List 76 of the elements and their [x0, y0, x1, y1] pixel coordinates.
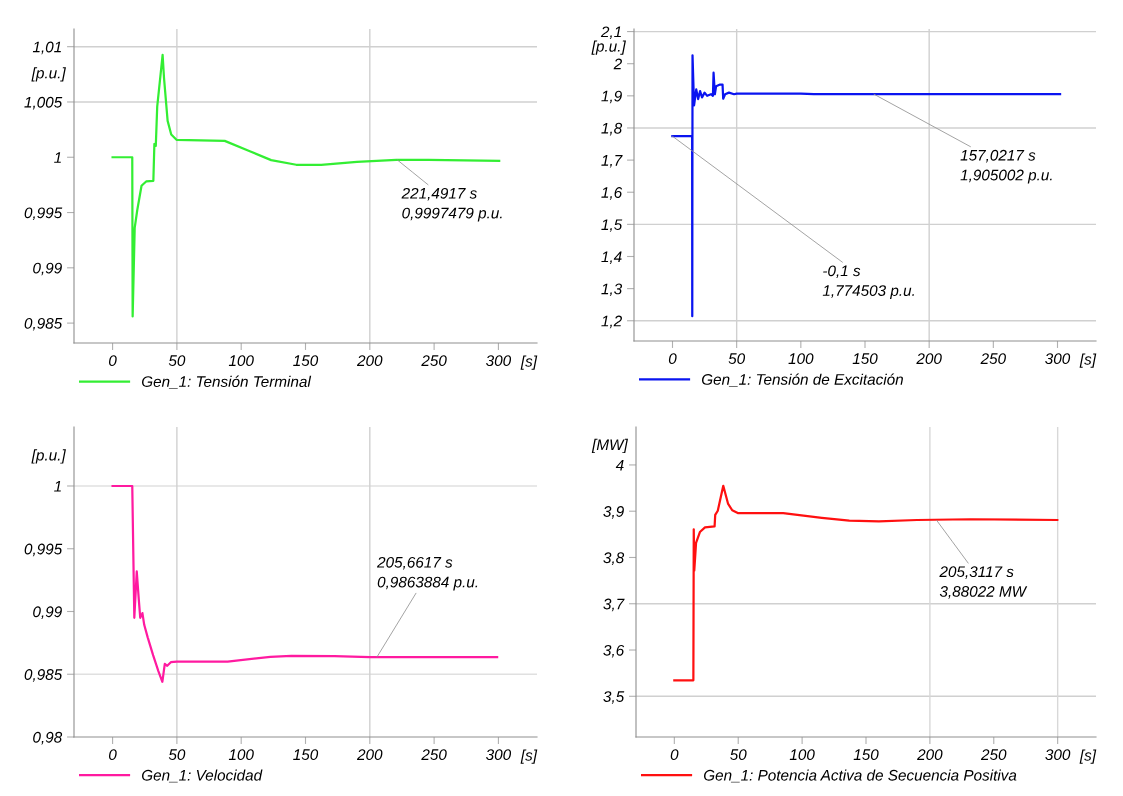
- annotation: 157,0217 s 1,905002 p.u.: [960, 149, 1052, 184]
- x-axis-title: [s]: [520, 355, 538, 370]
- x-tick-label: 250: [980, 749, 1007, 761]
- y-tick-label: 1,9: [601, 90, 622, 104]
- legend-label: Gen_1: Tensión de Excitación: [701, 373, 903, 387]
- x-tick-label: 150: [852, 353, 878, 365]
- y-tick-label: 0,995: [24, 207, 63, 221]
- y-tick-label: 3,7: [603, 598, 625, 612]
- x-tick-label: 150: [853, 749, 879, 761]
- y-axis-title: [p.u.]: [591, 40, 626, 55]
- line-series: [673, 484, 1059, 682]
- y-tick-label: 2: [613, 58, 622, 70]
- x-tick-label: 300: [486, 749, 512, 761]
- y-tick-label: 0,995: [24, 543, 63, 557]
- line-series: [671, 54, 1062, 318]
- x-tick-label: 200: [917, 749, 943, 761]
- x-tick-label: 100: [228, 749, 254, 761]
- x-tick-label: 200: [916, 353, 942, 365]
- line-series: [111, 53, 501, 318]
- x-tick-label: 0: [668, 353, 677, 365]
- annotation: -0,1 s 1,774503 p.u.: [822, 265, 914, 299]
- y-tick-label: 0,99: [33, 262, 62, 276]
- x-tick-label: 250: [421, 355, 447, 367]
- annotation: 221,4917 s 0,9997479 p.u.: [401, 187, 502, 222]
- line-series: [111, 484, 499, 683]
- x-tick-label: 100: [788, 353, 814, 365]
- x-tick-label: 50: [168, 749, 186, 761]
- y-tick-label: 0,985: [24, 669, 63, 682]
- y-tick-label: 1,3: [601, 283, 623, 297]
- x-tick-label: 0: [670, 749, 679, 761]
- y-tick-label: 1,7: [601, 155, 623, 168]
- legend-label: Gen_1: Tensión Terminal: [141, 375, 312, 389]
- y-tick-label: 1,5: [601, 219, 623, 232]
- y-tick-label: 3,9: [603, 506, 624, 519]
- y-axis-title: [p.u.]: [31, 67, 66, 82]
- x-tick-label: 100: [228, 355, 254, 367]
- x-axis-title: [s]: [1079, 353, 1097, 368]
- y-tick-label: 2,1: [600, 26, 621, 40]
- x-tick-label: 300: [1045, 353, 1071, 365]
- annotation: 205,3117 s 3,88022 MW: [939, 566, 1028, 599]
- y-tick-label: 0,98: [33, 731, 63, 745]
- y-tick-label: 4: [615, 459, 624, 471]
- legend-label: Gen_1: Potencia Activa de Secuencia Positiva: [703, 769, 1017, 783]
- x-tick-label: 150: [293, 355, 319, 367]
- y-tick-label: 1,4: [601, 251, 622, 264]
- x-tick-label: 0: [109, 355, 117, 367]
- y-tick-label: 3,5: [603, 691, 625, 704]
- x-tick-label: 200: [356, 355, 383, 367]
- annotation: 205,6617 s 0,9863884 p.u.: [377, 556, 478, 591]
- y-tick-label: 1: [54, 481, 61, 492]
- x-tick-label: 100: [789, 749, 815, 761]
- y-axis-title: [MW]: [591, 438, 629, 454]
- y-tick-label: 1,005: [24, 96, 63, 110]
- y-tick-label: 1,2: [601, 315, 622, 329]
- legend-label: Gen_1: Velocidad: [141, 769, 263, 783]
- y-tick-label: 3,8: [603, 552, 625, 565]
- x-tick-label: 200: [356, 749, 383, 761]
- x-axis-title: [s]: [520, 749, 538, 764]
- x-tick-label: 150: [293, 749, 319, 761]
- y-tick-label: 1: [54, 152, 61, 163]
- y-tick-label: 3,6: [603, 644, 625, 658]
- y-tick-label: 0,99: [33, 606, 62, 619]
- x-tick-label: 250: [421, 749, 447, 761]
- x-axis-title: [s]: [1079, 749, 1097, 764]
- y-tick-label: 1,01: [32, 41, 61, 55]
- x-tick-label: 50: [168, 355, 186, 367]
- x-tick-label: 250: [980, 353, 1006, 365]
- y-tick-label: 1,8: [601, 122, 623, 136]
- x-tick-label: 300: [1045, 749, 1071, 761]
- y-tick-label: 1,6: [601, 187, 623, 200]
- y-tick-label: 0,985: [24, 317, 63, 331]
- y-axis-title: [p.u.]: [31, 449, 66, 464]
- x-tick-label: 50: [730, 749, 747, 761]
- x-tick-label: 300: [486, 355, 512, 367]
- x-tick-label: 50: [728, 353, 746, 365]
- x-tick-label: 0: [109, 749, 117, 761]
